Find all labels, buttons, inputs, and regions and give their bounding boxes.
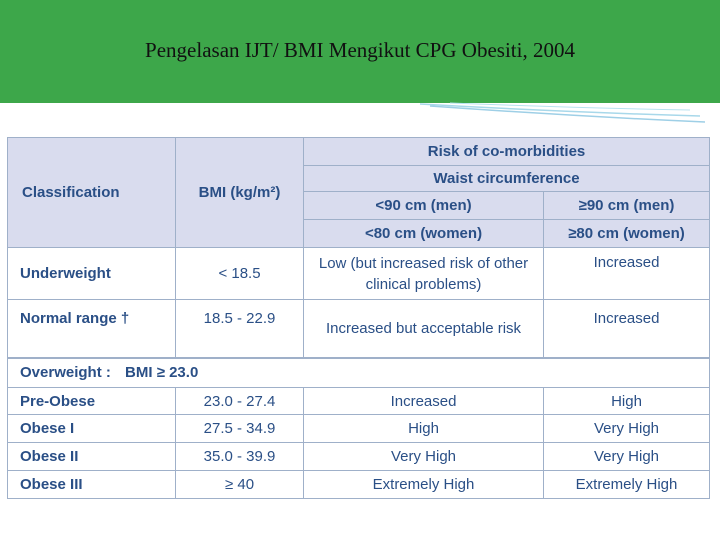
table-row: Obese II 35.0 - 39.9 Very High Very High [7, 442, 710, 471]
row-bmi: 18.5 - 22.9 [175, 299, 304, 358]
header-col-b-men: ≥90 cm (men) [543, 191, 710, 220]
bmi-classification-table: Classification BMI (kg/m²) Risk of co-mo… [7, 137, 710, 499]
row-bmi: 27.5 - 34.9 [175, 414, 304, 443]
row-bmi: ≥ 40 [175, 470, 304, 499]
table-row: Obese I 27.5 - 34.9 High Very High [7, 414, 710, 443]
row-classification: Obese III [7, 470, 176, 499]
row-risk-low: Low (but increased risk of other clinica… [303, 247, 544, 300]
row-classification: Obese I [7, 414, 176, 443]
row-risk-high: Very High [543, 414, 710, 443]
row-risk-high: Very High [543, 442, 710, 471]
header-waist: Waist circumference [303, 165, 710, 192]
row-classification: Underweight [7, 247, 176, 300]
overweight-row: Overweight : BMI ≥ 23.0 [7, 356, 710, 388]
row-risk-low: Increased but acceptable risk [303, 299, 544, 358]
row-risk-high: Extremely High [543, 470, 710, 499]
row-bmi: 35.0 - 39.9 [175, 442, 304, 471]
row-classification: Normal range † [7, 299, 176, 358]
row-bmi: < 18.5 [175, 247, 304, 300]
row-risk-low: Very High [303, 442, 544, 471]
table-row: Pre-Obese 23.0 - 27.4 Increased High [7, 387, 710, 415]
row-risk-high: Increased [543, 247, 710, 300]
decorative-lines [419, 102, 706, 123]
row-risk-high: High [543, 387, 710, 415]
header-bmi: BMI (kg/m²) [175, 137, 304, 248]
title-bar: Pengelasan IJT/ BMI Mengikut CPG Obesiti… [0, 0, 720, 103]
row-classification: Obese II [7, 442, 176, 471]
row-classification: Pre-Obese [7, 387, 176, 415]
header-risk: Risk of co-morbidities [303, 137, 710, 166]
header-classification: Classification [7, 137, 176, 248]
overweight-bmi: BMI ≥ 23.0 [125, 364, 199, 382]
header-col-b-women: ≥80 cm (women) [543, 219, 710, 248]
row-bmi: 23.0 - 27.4 [175, 387, 304, 415]
table-row: Normal range † 18.5 - 22.9 Increased but… [7, 299, 710, 358]
row-risk-low: Extremely High [303, 470, 544, 499]
row-risk-low: High [303, 414, 544, 443]
row-risk-low: Increased [303, 387, 544, 415]
header-col-a-women: <80 cm (women) [303, 219, 544, 248]
table-row: Underweight < 18.5 Low (but increased ri… [7, 247, 710, 300]
overweight-label: Overweight : [20, 364, 111, 382]
header-col-a-men: <90 cm (men) [303, 191, 544, 220]
row-risk-high: Increased [543, 299, 710, 358]
table-row: Obese III ≥ 40 Extremely High Extremely … [7, 470, 710, 499]
slide-title: Pengelasan IJT/ BMI Mengikut CPG Obesiti… [145, 38, 575, 62]
